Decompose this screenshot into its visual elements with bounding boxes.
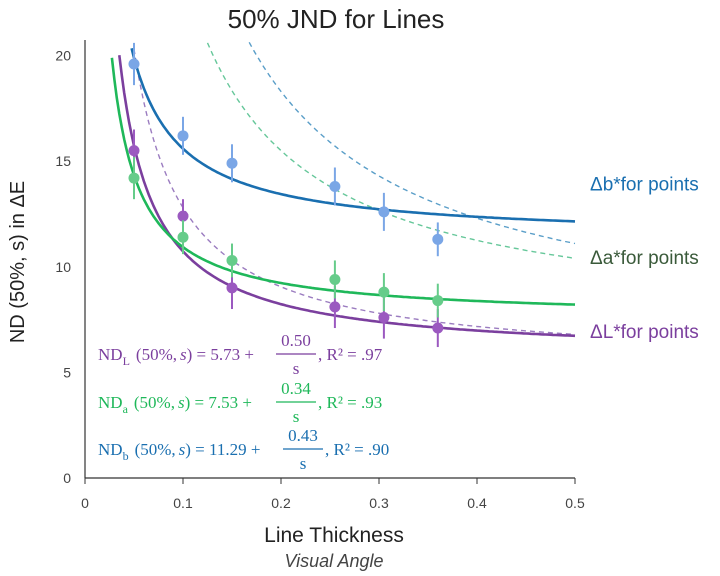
chart-title: 50% JND for Lines — [228, 4, 445, 34]
data-point — [128, 58, 140, 70]
fit-curve-b — [130, 47, 576, 223]
data-points — [128, 42, 444, 348]
fit-curve-a — [110, 57, 576, 306]
data-point — [177, 210, 189, 222]
y-tick-label: 15 — [55, 153, 71, 169]
data-point — [378, 311, 390, 323]
eq-var: s — [179, 440, 186, 459]
eq-nd: ND — [98, 440, 123, 459]
data-point — [177, 231, 189, 243]
equation-a: NDa (50%, s) = 7.53 +0.34s, R² = .93 — [98, 379, 382, 426]
equation-L: NDL (50%, s) = 5.73 +0.50s, R² = .97 — [98, 331, 383, 378]
data-point — [329, 273, 341, 285]
eq-var: s — [178, 393, 185, 412]
equation-lhs: NDb (50%, s) = 11.29 + — [98, 440, 260, 463]
equation-lhs: NDa (50%, s) = 7.53 + — [98, 393, 252, 416]
x-tick-label: 0.1 — [173, 495, 193, 511]
data-point — [378, 286, 390, 298]
eq-subscript: a — [123, 402, 129, 416]
equation-r2: , R² = .93 — [318, 393, 382, 412]
data-point — [128, 172, 140, 184]
data-point — [329, 181, 341, 193]
eq-close: ) = — [185, 393, 209, 412]
data-point — [128, 145, 140, 157]
y-tick-label: 5 — [63, 364, 71, 380]
equation-r2: , R² = .97 — [318, 345, 383, 364]
x-tick-label: 0.2 — [271, 495, 291, 511]
data-point — [329, 301, 341, 313]
data-point — [432, 322, 444, 334]
x-tick-label: 0.3 — [369, 495, 389, 511]
data-point — [226, 254, 238, 266]
eq-close: ) = — [185, 440, 209, 459]
fit-curve-L — [118, 55, 576, 338]
y-axis-label: ND (50%, s) in ΔE — [7, 181, 29, 343]
equation-denominator: s — [293, 407, 300, 426]
equation-denominator: s — [293, 359, 300, 378]
x-tick-label: 0.4 — [467, 495, 487, 511]
y-tick-label: 0 — [63, 470, 71, 486]
equation-r2: , R² = .90 — [325, 440, 389, 459]
reference-curves — [133, 41, 576, 336]
reference-curve-1 — [206, 42, 576, 259]
data-point — [226, 282, 238, 294]
eq-args: (50%, — [136, 345, 177, 364]
x-tick-label: 0 — [81, 495, 89, 511]
equation-numerator: 0.50 — [281, 331, 311, 350]
x-axis-label: Line Thickness — [264, 524, 404, 547]
reference-curve-label: ΔL*for points — [590, 322, 699, 343]
eq-plus: + — [238, 393, 252, 412]
eq-const: 5.73 — [210, 345, 240, 364]
equation-b: NDb (50%, s) = 11.29 +0.43s, R² = .90 — [98, 426, 389, 473]
x-axis-sublabel: Visual Angle — [284, 551, 383, 571]
data-point — [432, 233, 444, 245]
eq-plus: + — [247, 440, 261, 459]
eq-nd: ND — [98, 393, 123, 412]
eq-args: (50%, — [134, 393, 175, 412]
data-point — [432, 295, 444, 307]
reference-curve-label: Δa*for points — [590, 248, 699, 269]
equation-lhs: NDL (50%, s) = 5.73 + — [98, 345, 254, 368]
eq-const: 11.29 — [209, 440, 247, 459]
reference-curve-labels: ΔL*for points Δa*for points Δb*for points — [590, 174, 699, 343]
fit-curves — [110, 47, 576, 338]
data-point — [226, 157, 238, 169]
x-tick-label: 0.5 — [565, 495, 585, 511]
y-tick-label: 20 — [55, 48, 71, 64]
eq-args: (50%, — [135, 440, 176, 459]
eq-subscript: L — [123, 354, 130, 368]
eq-nd: ND — [98, 345, 123, 364]
equation-denominator: s — [300, 454, 307, 473]
eq-close: ) = — [187, 345, 211, 364]
eq-subscript: b — [123, 449, 129, 463]
eq-var: s — [180, 345, 187, 364]
data-point — [177, 130, 189, 142]
equation-numerator: 0.43 — [288, 426, 318, 445]
reference-curve-label: Δb*for points — [590, 174, 699, 195]
equation-numerator: 0.34 — [281, 379, 311, 398]
eq-plus: + — [240, 345, 254, 364]
y-tick-label: 10 — [55, 259, 71, 275]
eq-const: 7.53 — [208, 393, 238, 412]
data-point — [378, 206, 390, 218]
reference-curve-0 — [133, 49, 576, 336]
reference-curve-2 — [248, 41, 576, 245]
